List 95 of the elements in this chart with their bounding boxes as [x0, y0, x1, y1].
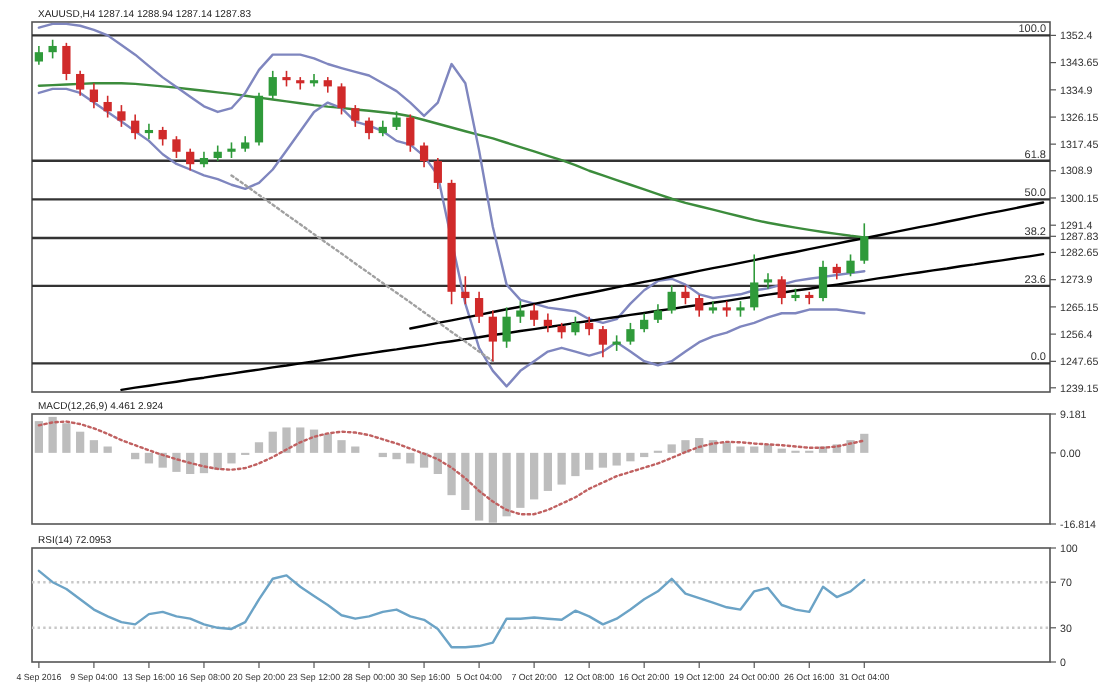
candlestick: [406, 113, 415, 153]
bar: [529, 452, 539, 500]
candlestick: [254, 91, 264, 147]
bar: [254, 442, 264, 453]
bar: [76, 431, 85, 453]
candlestick: [158, 126, 167, 147]
candlestick: [846, 253, 855, 278]
candlestick: [695, 294, 704, 318]
candlestick: [818, 259, 828, 302]
bar: [406, 452, 415, 464]
bar: [736, 446, 745, 453]
candlestick: [337, 82, 346, 116]
bar: [296, 427, 305, 453]
candlestick: [626, 322, 635, 346]
line-series: [37, 22, 866, 325]
bar: [640, 452, 649, 458]
candlestick: [598, 325, 608, 358]
bar: [419, 452, 429, 468]
candlestick: [653, 303, 663, 324]
candlestick: [62, 42, 71, 81]
candlestick: [296, 76, 305, 91]
candlestick: [488, 309, 497, 362]
candlestick: [585, 315, 594, 337]
candlestick: [351, 104, 360, 128]
candlestick: [117, 104, 126, 128]
bar: [89, 440, 99, 453]
candlestick: [76, 70, 85, 97]
bar: [282, 427, 291, 453]
bar: [488, 452, 497, 523]
line-series: [37, 87, 866, 388]
bar: [571, 452, 580, 477]
candlestick: [805, 291, 814, 306]
candlestick: [529, 303, 539, 327]
bar: [667, 444, 676, 453]
bar: [131, 452, 140, 460]
candlestick: [777, 275, 786, 306]
bar: [516, 452, 525, 508]
candlestick: [543, 312, 553, 334]
candlestick: [419, 141, 429, 169]
candlestick: [34, 45, 44, 66]
candlestick: [763, 272, 773, 290]
candlestick: [172, 135, 181, 159]
bar: [543, 452, 553, 491]
candlestick: [860, 222, 869, 265]
candlestick: [461, 275, 470, 306]
bar: [337, 440, 346, 453]
candlestick: [89, 82, 99, 109]
line-series: [120, 252, 1045, 392]
candlestick: [750, 253, 759, 312]
bar: [378, 452, 387, 458]
bar: [860, 433, 869, 453]
bar: [750, 446, 759, 453]
candlestick: [103, 94, 112, 119]
bar: [461, 452, 470, 510]
bar: [144, 452, 154, 464]
bar: [722, 442, 731, 453]
bar: [62, 423, 71, 453]
bar: [626, 452, 635, 462]
candlestick: [474, 291, 484, 324]
candlestick: [131, 113, 140, 141]
candlestick: [708, 300, 718, 315]
bar: [34, 421, 44, 453]
candlestick: [48, 38, 57, 60]
candlestick: [186, 147, 195, 172]
candlestick: [571, 315, 580, 337]
line-series: [37, 420, 866, 516]
candlestick: [640, 312, 649, 334]
bar: [474, 452, 484, 521]
bar: [447, 452, 456, 496]
candlestick: [722, 300, 731, 318]
candlestick: [433, 157, 442, 190]
line-series: [409, 201, 1045, 330]
candlestick: [502, 306, 511, 349]
bar: [502, 452, 511, 517]
candlestick: [364, 116, 374, 141]
candlestick: [144, 122, 154, 141]
candlestick: [309, 73, 319, 88]
bar: [351, 446, 360, 453]
candlestick: [392, 110, 401, 131]
candlestick: [268, 70, 277, 100]
candlestick: [516, 300, 525, 324]
candlestick: [667, 284, 676, 315]
bar: [557, 452, 566, 485]
bar: [48, 416, 57, 453]
line-series: [37, 569, 866, 649]
candlestick: [681, 284, 690, 306]
line-series: [230, 174, 495, 363]
bar: [103, 446, 112, 453]
bar: [227, 452, 236, 464]
bar: [585, 452, 594, 470]
bar: [612, 452, 621, 466]
bar: [323, 433, 332, 453]
bar: [598, 452, 608, 468]
bar: [268, 431, 277, 453]
bar: [392, 452, 401, 460]
